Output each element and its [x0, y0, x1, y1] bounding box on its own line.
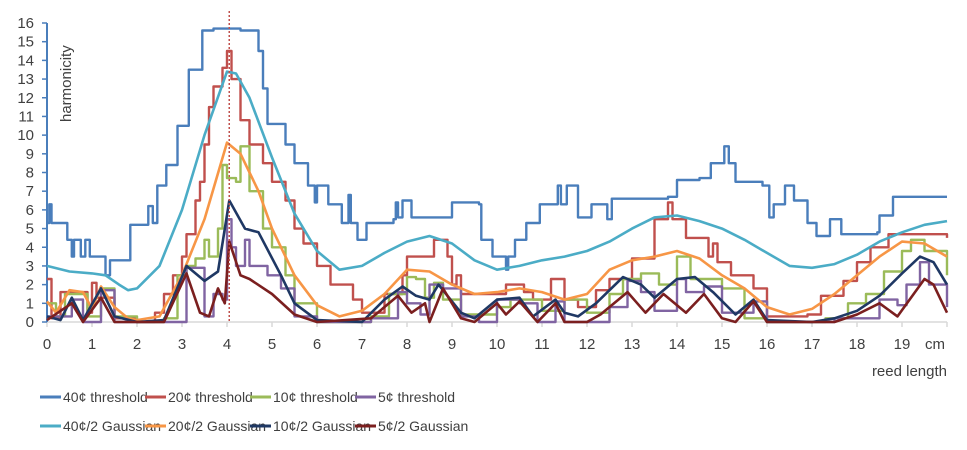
x-tick-label: 11 — [534, 336, 550, 353]
legend: 40¢ threshold 20¢ threshold 10¢ threshold 5… — [40, 389, 468, 434]
x-tick-label: 18 — [849, 336, 866, 353]
y-tick-label: 10 — [17, 127, 34, 144]
y-tick-label: 4 — [26, 239, 34, 256]
series-line — [45, 141, 948, 322]
legend-item: 10¢/2 Gaussian — [250, 418, 371, 434]
y-tick-label: 9 — [26, 146, 34, 163]
legend-label: 20¢/2 Gaussian — [168, 418, 266, 434]
series-line — [46, 70, 948, 292]
x-tick-label: 7 — [358, 336, 366, 353]
series-40-2-gaussian — [46, 70, 948, 292]
x-tick-label: 5 — [268, 336, 276, 353]
x-tick-label: 4 — [223, 336, 231, 353]
y-tick-label: 5 — [26, 221, 34, 238]
y-tick-label: 3 — [26, 258, 34, 275]
legend-item: 20¢ threshold — [145, 389, 253, 405]
y-tick-label: 6 — [26, 202, 34, 219]
x-tick-label: 14 — [669, 336, 686, 353]
x-tick-label: 16 — [759, 336, 776, 353]
y-tick-label: 15 — [17, 34, 34, 51]
legend-label: 40¢ threshold — [63, 389, 148, 405]
legend-item: 20¢/2 Gaussian — [145, 418, 266, 434]
x-axis-unit: cm — [925, 336, 945, 353]
series-20-2-gaussian — [45, 141, 948, 322]
y-tick-label: 13 — [17, 71, 34, 88]
y-tick-label: 7 — [26, 183, 34, 200]
legend-item: 10¢ threshold — [250, 389, 358, 405]
x-tick-label: 10 — [489, 336, 506, 353]
legend-label: 20¢ threshold — [168, 389, 253, 405]
legend-label: 40¢/2 Gaussian — [63, 418, 161, 434]
series-40-threshold — [47, 27, 947, 277]
legend-item: 40¢ threshold — [40, 389, 148, 405]
x-tick-label: 19 — [894, 336, 911, 353]
x-tick-label: 12 — [579, 336, 596, 353]
x-tick-label: 17 — [804, 336, 821, 353]
x-tick-label: 15 — [714, 336, 731, 353]
series-line — [46, 240, 949, 324]
legend-label: 10¢ threshold — [273, 389, 358, 405]
y-tick-label: 16 — [17, 15, 34, 32]
x-tick-label: 9 — [448, 336, 456, 353]
x-tick-label: 2 — [133, 336, 141, 353]
y-axis-title: harmonicity — [58, 45, 75, 122]
legend-item: 5¢/2 Gaussian — [355, 418, 468, 434]
x-tick-label: 13 — [624, 336, 641, 353]
y-tick-label: 8 — [26, 165, 34, 182]
y-tick-label: 14 — [17, 52, 34, 69]
series-line — [47, 145, 949, 324]
legend-item: 5¢ threshold — [355, 389, 455, 405]
series-10-threshold — [47, 145, 949, 324]
x-tick-label: 6 — [313, 336, 321, 353]
series-layer — [45, 27, 949, 324]
y-tick-label: 11 — [18, 108, 34, 125]
y-tick-label: 1 — [26, 295, 34, 312]
legend-item: 40¢/2 Gaussian — [40, 418, 161, 434]
x-tick-label: 8 — [403, 336, 411, 353]
x-axis-title: reed length — [872, 363, 947, 380]
y-tick-label: 12 — [17, 90, 34, 107]
series-5-2-gaussian — [46, 240, 949, 324]
legend-label: 5¢/2 Gaussian — [378, 418, 468, 434]
x-tick-label: 0 — [43, 336, 51, 353]
legend-label: 5¢ threshold — [378, 389, 455, 405]
x-tick-label: 1 — [88, 336, 96, 353]
series-line — [47, 27, 947, 277]
y-tick-label: 2 — [26, 277, 34, 294]
x-tick-label: 3 — [178, 336, 186, 353]
y-tick-label: 0 — [26, 314, 34, 331]
legend-label: 10¢/2 Gaussian — [273, 418, 371, 434]
x-axis: 0 1 2 3 4 5 6 7 8 9 10 11 12 13 14 15 16 17 18 19 — [43, 321, 948, 353]
